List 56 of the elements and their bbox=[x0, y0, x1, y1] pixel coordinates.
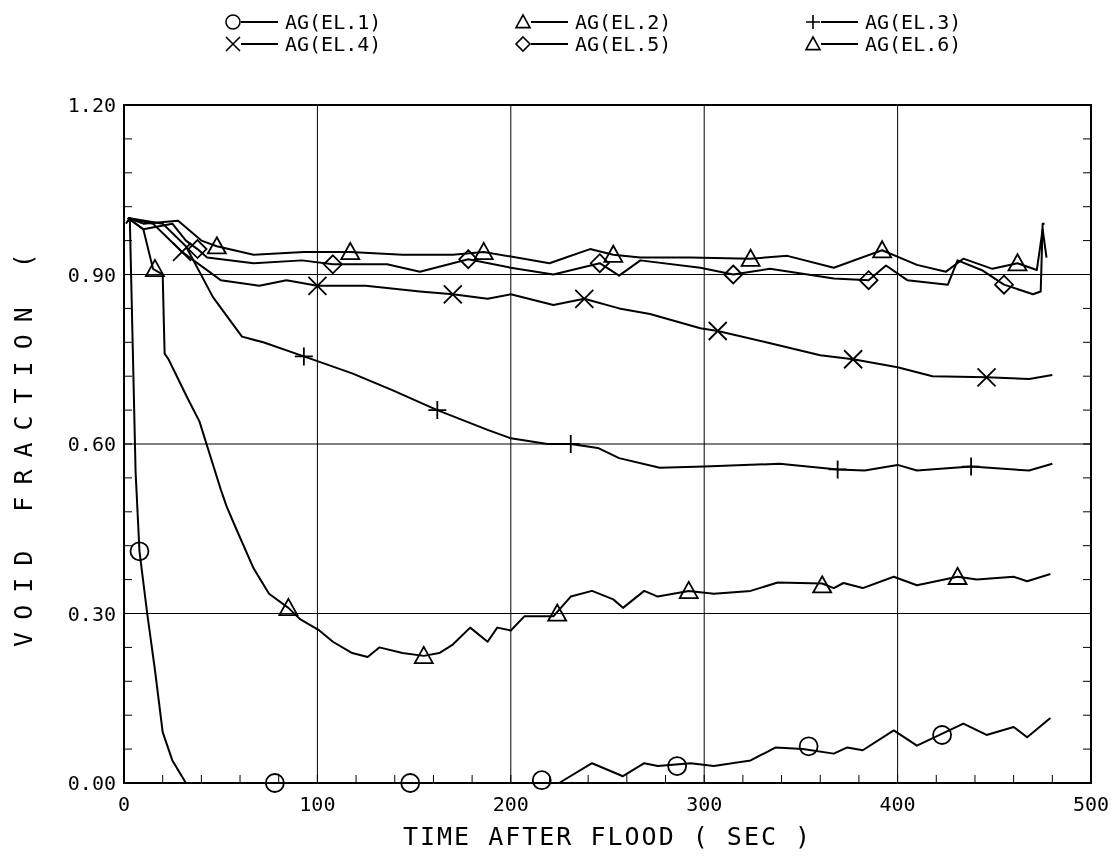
point bbox=[994, 274, 1014, 295]
point bbox=[707, 321, 728, 341]
y-axis-title: VOID FRACTION ( bbox=[9, 241, 38, 647]
point bbox=[442, 284, 463, 305]
point bbox=[413, 645, 434, 664]
point bbox=[531, 770, 552, 791]
point bbox=[187, 239, 208, 259]
point bbox=[812, 575, 833, 594]
point bbox=[172, 242, 192, 262]
point bbox=[932, 725, 952, 745]
point bbox=[129, 541, 150, 562]
legend-label: AG(EL.4) bbox=[285, 32, 382, 56]
point bbox=[145, 258, 165, 277]
point bbox=[322, 254, 343, 275]
x-axis-title: TIME AFTER FLOOD ( SEC ) bbox=[402, 822, 813, 851]
y-tick-label: 1.20 bbox=[67, 93, 116, 117]
y-tick-label: 0.00 bbox=[67, 771, 116, 795]
x-tick-label: 200 bbox=[492, 792, 529, 816]
point bbox=[574, 288, 595, 309]
legend-label: AG(EL.5) bbox=[575, 32, 672, 56]
point bbox=[264, 773, 285, 793]
legend-label: AG(EL.2) bbox=[575, 10, 672, 34]
point bbox=[947, 566, 968, 585]
x-tick-label: 400 bbox=[879, 792, 916, 816]
point bbox=[458, 249, 479, 270]
legend-label: AG(EL.1) bbox=[285, 10, 382, 34]
point bbox=[976, 367, 997, 388]
point bbox=[723, 264, 744, 285]
x-tick-label: 0 bbox=[117, 792, 131, 816]
y-tick-label: 0.30 bbox=[67, 601, 116, 626]
point bbox=[667, 756, 688, 776]
point bbox=[206, 236, 227, 255]
x-tick-label: 300 bbox=[686, 792, 723, 816]
point bbox=[307, 275, 328, 296]
x-tick-label: 500 bbox=[1072, 792, 1110, 816]
point bbox=[603, 244, 624, 263]
point bbox=[547, 603, 568, 622]
point bbox=[740, 248, 761, 267]
point bbox=[278, 597, 299, 616]
point bbox=[1007, 253, 1028, 272]
point bbox=[858, 270, 879, 291]
point bbox=[798, 736, 819, 757]
point bbox=[872, 240, 893, 259]
point bbox=[827, 459, 848, 480]
point bbox=[293, 346, 314, 367]
point bbox=[340, 242, 361, 260]
legend-label: AG(EL.6) bbox=[865, 32, 962, 56]
point bbox=[843, 349, 864, 370]
x-tick-label: 100 bbox=[299, 792, 336, 816]
y-tick-label: 0.60 bbox=[67, 432, 116, 456]
legend-label: AG(EL.3) bbox=[865, 10, 962, 34]
point bbox=[473, 242, 494, 260]
point bbox=[400, 773, 421, 793]
point bbox=[589, 253, 610, 274]
point bbox=[678, 581, 699, 599]
y-tick-label: 0.90 bbox=[67, 262, 116, 287]
